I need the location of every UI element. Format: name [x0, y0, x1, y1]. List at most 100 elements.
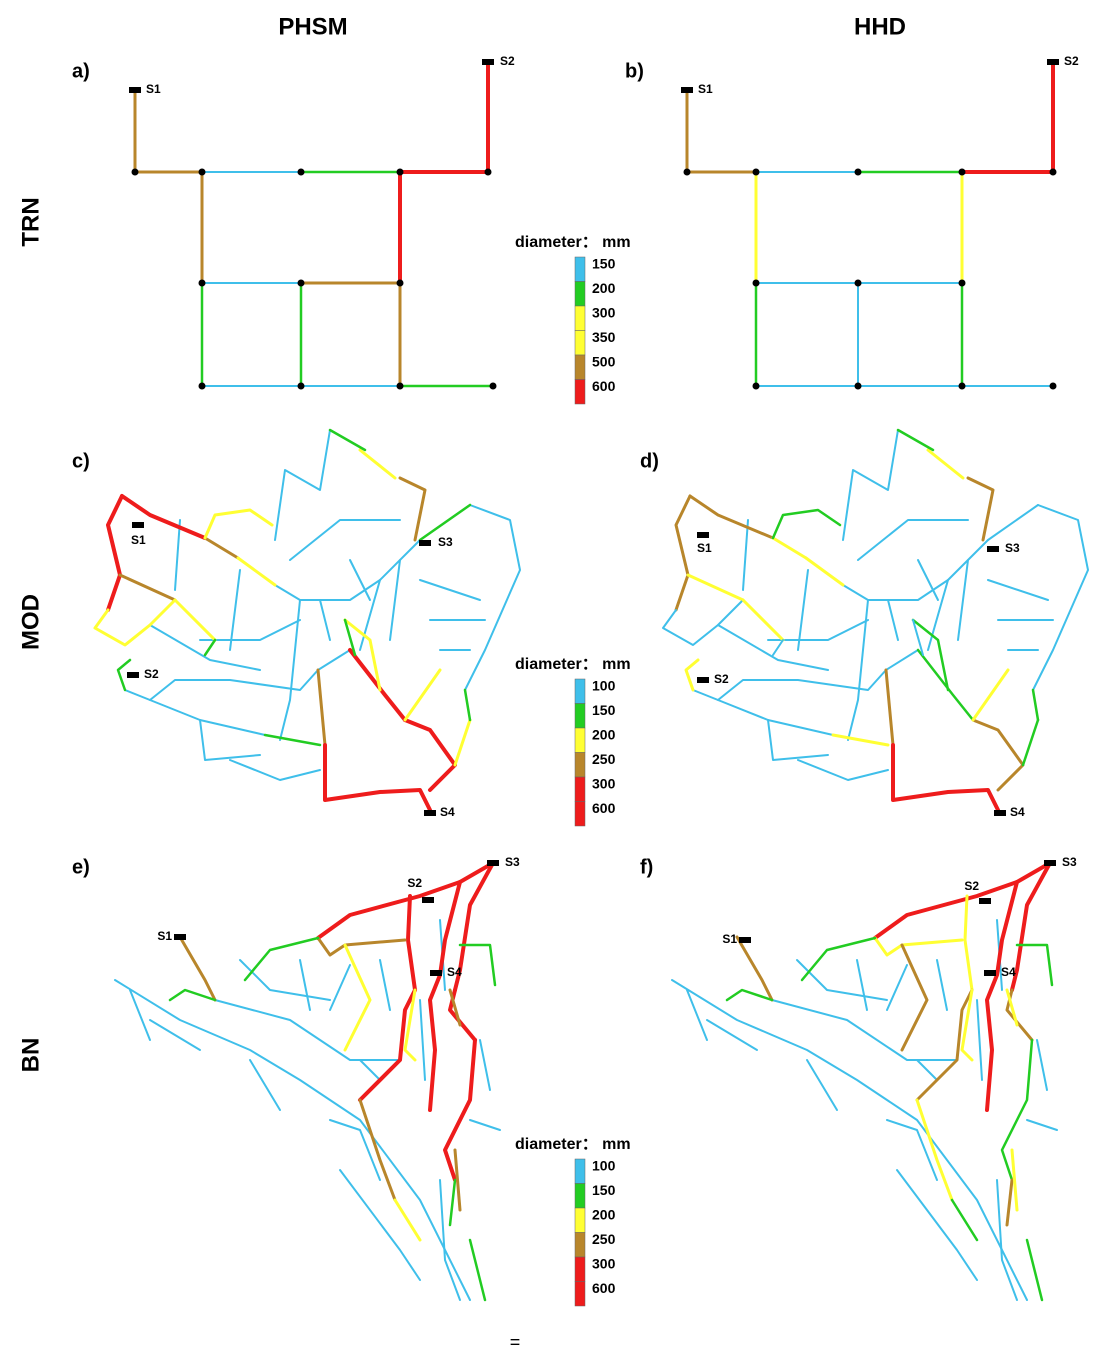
pipe [663, 600, 743, 645]
source-label: S4 [1010, 805, 1025, 819]
pipe [918, 650, 973, 720]
pipe [875, 938, 962, 955]
source-marker [739, 937, 751, 943]
pipe [95, 600, 175, 645]
node [298, 280, 305, 287]
pipe [917, 1100, 952, 1200]
source-label: S2 [407, 876, 422, 890]
pipe [122, 496, 205, 538]
legend-value: 150 [592, 1182, 616, 1198]
panel-label: f) [640, 856, 653, 878]
source-marker [697, 677, 709, 683]
node [855, 169, 862, 176]
source-label: S4 [447, 965, 462, 979]
pipe [108, 496, 122, 610]
panel-label: c) [72, 450, 90, 472]
node [397, 383, 404, 390]
source-label: S3 [505, 855, 520, 869]
pipe [693, 690, 833, 735]
source-marker [984, 970, 996, 976]
legend-swatch [575, 1159, 585, 1184]
source-label: S2 [1064, 54, 1079, 68]
pipe [240, 960, 330, 1000]
node [298, 383, 305, 390]
pipe [465, 690, 470, 720]
source-label: S3 [1062, 855, 1077, 869]
node [753, 383, 760, 390]
pipe [390, 560, 400, 640]
pipe [1007, 990, 1032, 1040]
legend-value: 100 [592, 1158, 616, 1174]
pipe [115, 980, 470, 1300]
node [855, 383, 862, 390]
pipe [997, 1180, 1017, 1300]
legend-value: 150 [592, 702, 616, 718]
legend-value: 500 [592, 354, 616, 370]
legend-value: 300 [592, 305, 616, 321]
legend-value: 600 [592, 1280, 616, 1296]
legend-swatch [575, 380, 585, 405]
pipe [330, 430, 365, 450]
pipe [175, 600, 215, 640]
pipe [420, 580, 480, 600]
legend-title: diameter： mm [515, 656, 631, 673]
pipe [1027, 1120, 1057, 1130]
pipe [170, 990, 215, 1000]
pipe [773, 640, 783, 655]
pipe [130, 990, 150, 1040]
pipe [450, 1180, 455, 1225]
legend-value: 300 [592, 1256, 616, 1272]
pipe [686, 660, 698, 690]
pipe [300, 960, 310, 1010]
legend-value: 200 [592, 1207, 616, 1223]
node [485, 169, 492, 176]
source-marker [1044, 860, 1056, 866]
source-label: S4 [440, 805, 455, 819]
footer: = [510, 1332, 521, 1352]
pipe [405, 720, 455, 790]
legend-value: 200 [592, 280, 616, 296]
legend-swatch [575, 282, 585, 307]
source-marker [994, 810, 1006, 816]
pipe [688, 575, 743, 600]
legend-swatch [575, 1184, 585, 1209]
pipe [965, 896, 972, 990]
pipe [772, 1000, 957, 1060]
pipe [205, 510, 272, 538]
pipe [898, 430, 933, 450]
pipe [937, 960, 947, 1010]
source-marker [681, 87, 693, 93]
node [855, 280, 862, 287]
legend-value: 600 [592, 378, 616, 394]
source-marker [1047, 59, 1059, 65]
pipe [958, 560, 968, 640]
source-label: S2 [964, 879, 979, 893]
pipe [928, 450, 963, 478]
pipe [360, 1060, 380, 1080]
source-marker [979, 898, 991, 904]
source-label: S1 [697, 541, 712, 555]
pipe [205, 640, 215, 655]
pipe [205, 538, 238, 558]
pipe [460, 945, 495, 985]
panel-label: d) [640, 450, 659, 472]
pipe [806, 558, 843, 585]
pipe [987, 882, 1017, 1110]
node [397, 280, 404, 287]
row-header: MOD [17, 594, 44, 650]
pipe [215, 1000, 400, 1060]
source-label: S1 [146, 82, 161, 96]
legend-swatch [575, 331, 585, 356]
pipe [802, 938, 875, 980]
pipe [893, 745, 998, 810]
pipe [773, 538, 806, 558]
pipe [400, 478, 425, 540]
legend-swatch [575, 1208, 585, 1233]
pipe [886, 670, 893, 745]
pipe [230, 760, 320, 780]
legend-swatch [575, 257, 585, 282]
legend-value: 300 [592, 776, 616, 792]
legend-value: 250 [592, 751, 616, 767]
pipe [420, 1000, 425, 1080]
pipe [798, 570, 808, 650]
